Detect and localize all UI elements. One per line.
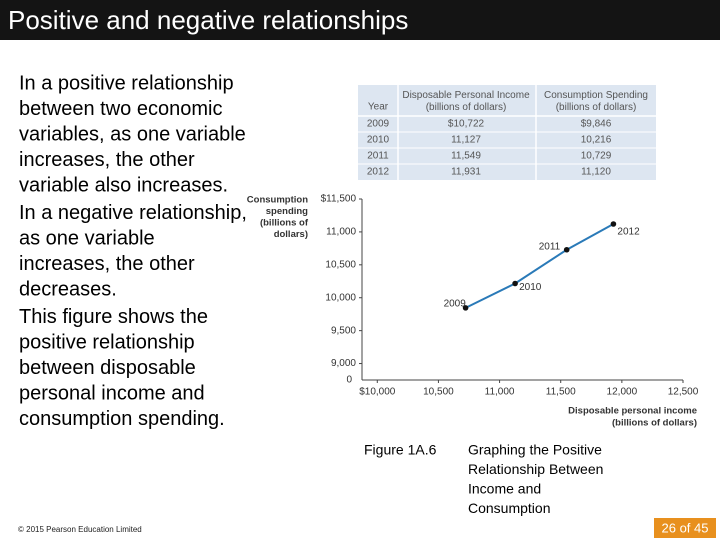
y-tick-label: 10,000: [325, 292, 356, 303]
table-header: Year: [368, 102, 389, 113]
point-label: 2010: [519, 282, 542, 293]
y-origin-label: 0: [346, 375, 352, 386]
table-cell: $9,846: [581, 119, 612, 130]
y-axis-label: spending: [266, 206, 308, 217]
paragraph-line: positive relationship: [19, 331, 195, 353]
table-cell: 10,216: [581, 135, 612, 146]
point-label: 2011: [539, 241, 561, 252]
y-tick-label: 9,000: [331, 358, 356, 369]
data-point: [563, 246, 570, 253]
paragraph-line: decreases.: [19, 278, 117, 300]
slide-title: Positive and negative relationships: [8, 5, 408, 35]
title-bar: [0, 0, 720, 40]
page-number: 26 of 45: [662, 520, 709, 535]
x-tick-label: 12,000: [607, 387, 638, 398]
figure-caption: Graphing the Positive: [468, 442, 602, 458]
data-point: [462, 305, 469, 311]
y-axis-label: Consumption: [247, 195, 308, 206]
x-tick-label: 12,500: [668, 387, 699, 398]
x-tick-label: 10,500: [423, 387, 454, 398]
figure-number: Figure 1A.6: [364, 442, 437, 458]
x-tick-label: $10,000: [359, 387, 396, 398]
table-cell: 10,729: [581, 151, 612, 162]
x-tick-label: 11,500: [546, 387, 576, 398]
table-header: Disposable Personal Income (billions of d…: [402, 90, 530, 113]
paragraph-line: In a positive relationship: [19, 72, 234, 94]
data-point: [610, 221, 617, 227]
figure-caption: Relationship Between: [468, 461, 603, 477]
paragraph-line: variable also increases.: [19, 174, 228, 196]
x-axis-label: (billions of dollars): [612, 418, 697, 429]
table-cell: 11,127: [451, 135, 481, 146]
y-tick-label: 11,000: [326, 227, 356, 238]
table-cell: 2009: [367, 119, 390, 130]
y-tick-label: $11,500: [321, 194, 357, 205]
paragraph-line: increases, the other: [19, 253, 195, 275]
paragraph-line: increases, the other: [19, 149, 195, 171]
table-cell: 11,120: [581, 167, 611, 178]
x-tick-label: 11,000: [485, 387, 515, 398]
table-cell: 11,931: [451, 167, 481, 178]
table-cell: 2010: [367, 135, 390, 146]
table-cell: 11,549: [451, 151, 481, 162]
y-axis-label: dollars): [274, 229, 308, 240]
paragraph-line: personal income and: [19, 382, 205, 404]
table-cell: 2011: [367, 151, 389, 162]
footer: © 2015 Pearson Education Limited: [18, 525, 142, 534]
table-cell: 2012: [367, 167, 390, 178]
paragraph-line: variables, as one variable: [19, 123, 246, 145]
paragraph-line: consumption spending.: [19, 408, 225, 430]
figure-caption: Income and: [468, 481, 541, 497]
y-axis-label: (billions of: [260, 218, 309, 229]
point-label: 2012: [617, 227, 640, 238]
data-point: [512, 280, 518, 287]
x-axis-label: Disposable personal income: [568, 406, 697, 417]
paragraph-line: This figure shows the: [19, 306, 208, 328]
table-cell: $10,722: [448, 119, 485, 130]
page-box: [654, 518, 716, 538]
y-tick-label: 10,500: [325, 259, 356, 270]
point-label: 2009: [444, 299, 467, 310]
series-line: [465, 223, 614, 309]
paragraph-line: between disposable: [19, 357, 196, 379]
paragraph-line: between two economic: [19, 98, 222, 120]
paragraph-line: In a negative relationship,: [19, 202, 247, 224]
figure-caption: Consumption: [468, 500, 551, 516]
paragraph-line: as one variable: [19, 227, 155, 249]
y-tick-label: 9,500: [331, 325, 356, 336]
table-header: Consumption Spending (billions of dollars…: [544, 90, 648, 113]
